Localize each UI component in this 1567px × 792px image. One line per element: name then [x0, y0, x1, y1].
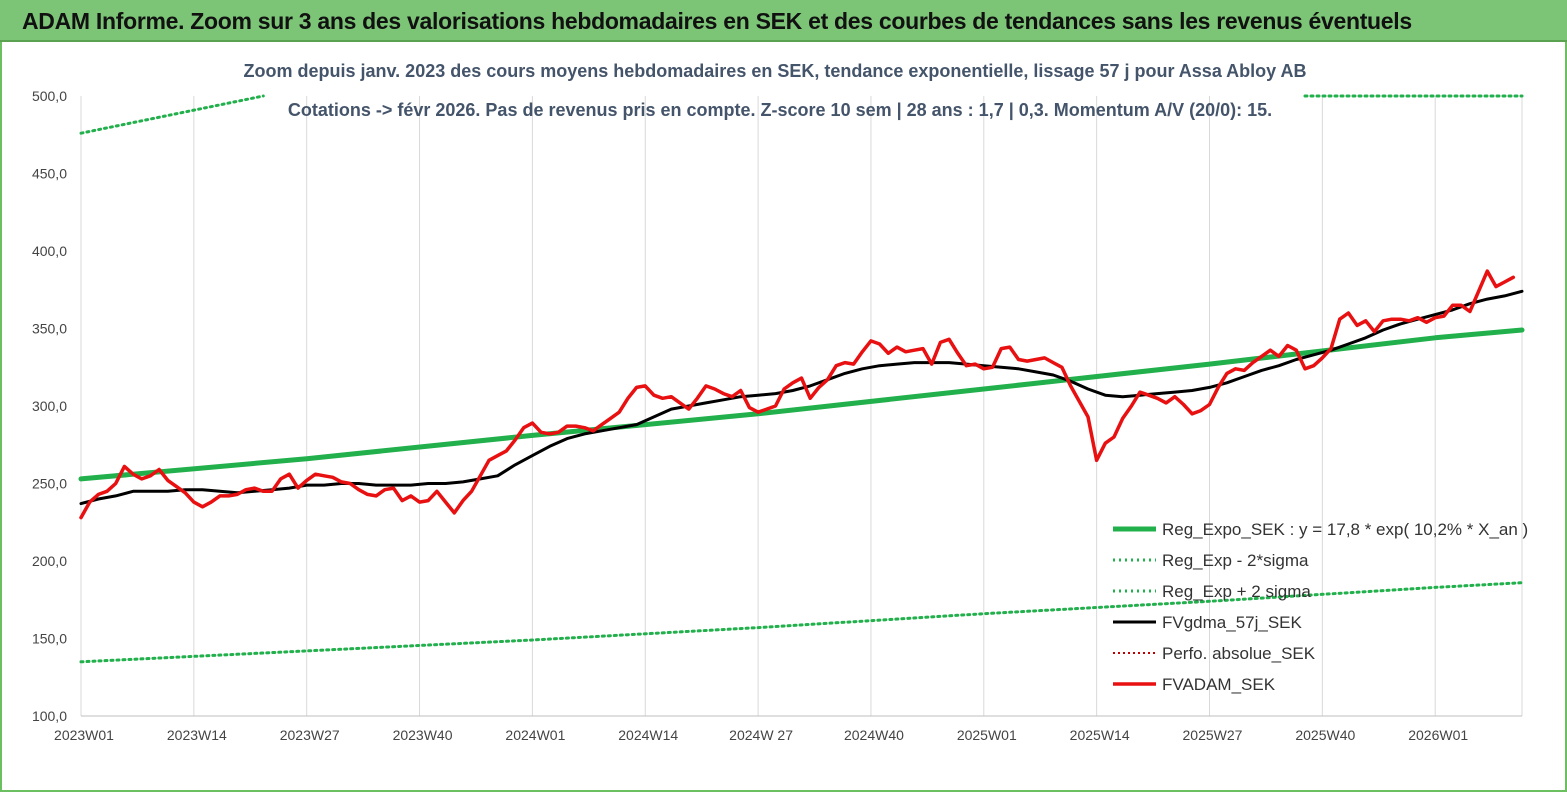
y-tick-label: 100,0 — [32, 708, 67, 724]
x-tick-label: 2023W40 — [393, 727, 453, 743]
series-lines — [78, 94, 1525, 664]
y-tick-label: 400,0 — [32, 243, 67, 259]
legend-reg-exp-minus-2sigma-label: Reg_Exp - 2*sigma — [1162, 551, 1309, 570]
legend-reg-expo-label: Reg_Expo_SEK : y = 17,8 * exp( 10,2% * X… — [1162, 520, 1528, 539]
reg-expo-line — [78, 327, 1525, 482]
x-axis-tick-labels: 2023W01 2023W14 2023W27 2023W40 2024W01 2024W… — [54, 727, 1468, 743]
legend-fvgdma-57j-label: FVgdma_57j_SEK — [1162, 613, 1303, 632]
chart-subtitle: Cotations -> févr 2026. Pas de revenus p… — [288, 100, 1272, 120]
vertical-gridlines — [80, 96, 1523, 716]
x-tick-label: 2023W14 — [167, 727, 227, 743]
y-tick-label: 300,0 — [32, 398, 67, 414]
chart-legend: Reg_Expo_SEK : y = 17,8 * exp( 10,2% * X… — [1113, 520, 1528, 694]
y-tick-label: 200,0 — [32, 553, 67, 569]
report-title: ADAM Informe. Zoom sur 3 ans des valoris… — [22, 8, 1412, 34]
fvgdma-57j-line — [79, 289, 1524, 506]
x-tick-label: 2024W 27 — [729, 727, 793, 743]
x-tick-label: 2023W27 — [280, 727, 340, 743]
x-tick-label: 2025W40 — [1295, 727, 1355, 743]
reg-exp-plus-2sigma-line — [79, 94, 265, 135]
x-tick-label: 2024W14 — [618, 727, 678, 743]
y-tick-label: 250,0 — [32, 476, 67, 492]
line-chart: 100,0 150,0 200,0 250,0 300,0 350,0 400,0 450,0… — [32, 61, 1528, 743]
legend-reg-exp-plus-2sigma-label: Reg_Exp + 2 sigma — [1162, 582, 1311, 601]
chart-title: Zoom depuis janv. 2023 des cours moyens … — [244, 61, 1307, 81]
x-tick-label: 2024W40 — [844, 727, 904, 743]
x-tick-label: 2025W14 — [1070, 727, 1130, 743]
y-tick-label: 450,0 — [32, 166, 67, 182]
legend-perfo-absolue-label: Perfo. absolue_SEK — [1162, 644, 1316, 663]
y-tick-label: 150,0 — [32, 631, 67, 647]
report-banner: ADAM Informe. Zoom sur 3 ans des valoris… — [0, 0, 1567, 42]
x-tick-label: 2025W27 — [1183, 727, 1243, 743]
x-tick-label: 2023W01 — [54, 727, 114, 743]
x-tick-label: 2025W01 — [957, 727, 1017, 743]
x-tick-label: 2026W01 — [1408, 727, 1468, 743]
fvadam-line — [79, 269, 1516, 520]
legend-fvadam-label: FVADAM_SEK — [1162, 675, 1276, 694]
y-axis-tick-labels: 100,0 150,0 200,0 250,0 300,0 350,0 400,0 450,0… — [32, 88, 67, 724]
reg-exp-minus-2sigma-line — [79, 581, 1524, 664]
y-tick-label: 350,0 — [32, 321, 67, 337]
x-tick-label: 2024W01 — [505, 727, 565, 743]
y-tick-label: 500,0 — [32, 88, 67, 104]
